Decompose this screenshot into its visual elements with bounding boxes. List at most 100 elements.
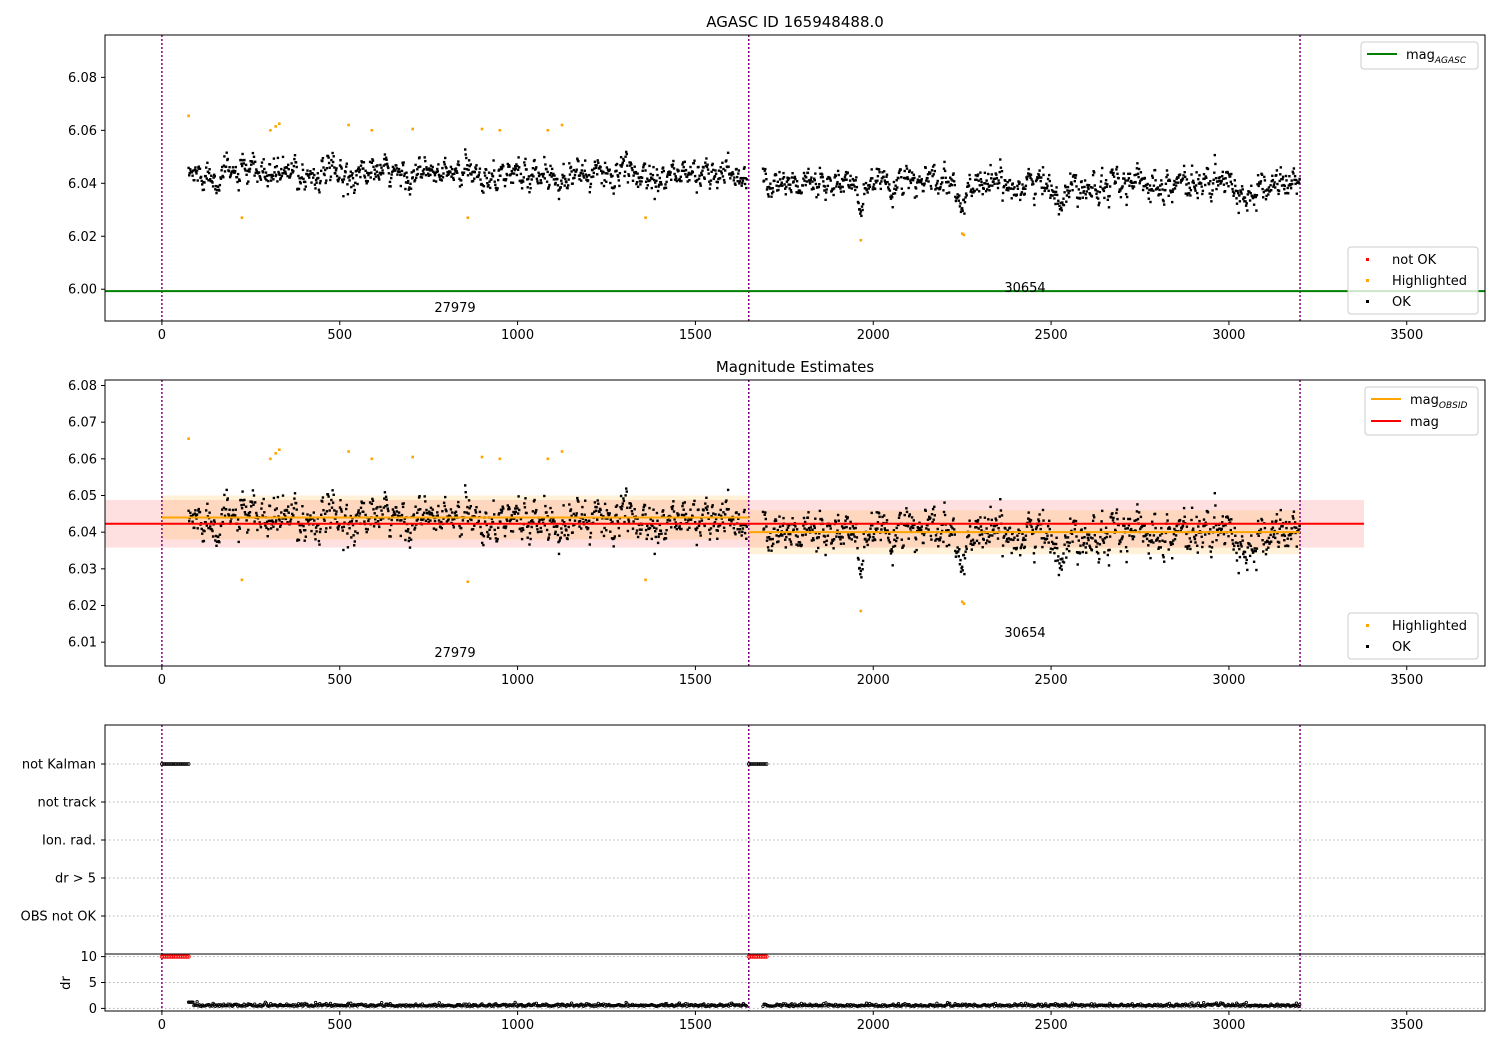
ok-point: [1106, 532, 1109, 535]
ok-point: [384, 156, 388, 159]
ok-point: [350, 185, 353, 189]
ok-point: [699, 531, 702, 534]
ok-point: [1080, 180, 1083, 183]
ok-point: [1179, 529, 1182, 533]
ok-point: [355, 174, 358, 177]
ok-point: [1118, 539, 1121, 542]
ok-point: [1128, 172, 1132, 175]
ok-point: [545, 180, 549, 183]
ok-point: [1125, 560, 1128, 564]
ok-point: [1161, 198, 1165, 202]
ok-point: [933, 163, 936, 167]
ok-point: [962, 553, 966, 557]
ok-point: [859, 210, 863, 213]
ok-point: [710, 170, 713, 173]
ok-point: [404, 181, 408, 184]
ok-point: [621, 505, 624, 508]
flags-plot-area: [105, 725, 1485, 954]
ok-point: [223, 155, 226, 158]
ok-point: [1264, 198, 1268, 201]
ok-point: [246, 169, 249, 173]
ok-point: [672, 510, 676, 513]
ok-point: [259, 178, 263, 181]
ok-point: [520, 187, 524, 190]
ok-point: [592, 171, 595, 175]
ok-point: [281, 155, 285, 159]
ok-point: [858, 208, 861, 211]
ok-point: [432, 170, 435, 173]
ok-point: [367, 173, 370, 177]
ok-point: [1184, 545, 1187, 548]
ok-point: [370, 502, 373, 505]
ok-point: [618, 534, 621, 537]
ok-point: [363, 174, 366, 177]
ok-point: [708, 180, 711, 183]
ok-point: [665, 180, 668, 184]
ok-point: [1111, 168, 1114, 171]
highlighted-point: [187, 437, 190, 440]
ok-point: [454, 167, 458, 170]
ok-point: [293, 492, 297, 495]
ok-point: [381, 169, 384, 172]
ok-point: [935, 182, 939, 185]
ok-point: [1077, 188, 1080, 191]
ok-point: [445, 509, 448, 513]
ok-point: [521, 527, 524, 530]
highlighted-point: [546, 457, 550, 461]
ok-point: [235, 176, 239, 179]
ok-point: [558, 539, 561, 542]
ok-point: [974, 174, 977, 177]
ok-point: [836, 169, 840, 173]
y-tick-label: 6.02: [68, 599, 97, 614]
ok-point: [552, 178, 556, 181]
ok-point: [464, 484, 467, 487]
panel1-axes-frame: [104, 34, 1486, 322]
ok-point: [963, 557, 967, 560]
ok-point: [312, 176, 315, 179]
ok-point: [1051, 548, 1054, 551]
ok-point: [854, 179, 857, 182]
ok-point: [585, 526, 588, 529]
ok-point: [1258, 529, 1261, 533]
highlighted-point: [187, 114, 190, 118]
ok-point: [517, 156, 520, 159]
ok-point: [468, 507, 471, 510]
ok-point: [911, 177, 914, 180]
ok-point: [556, 177, 559, 181]
ok-point: [546, 515, 549, 518]
ok-point: [1092, 514, 1095, 517]
ok-point: [1056, 559, 1059, 562]
ok-point: [1038, 513, 1041, 516]
ok-point: [714, 172, 718, 175]
ok-point: [878, 171, 881, 174]
ok-point: [375, 507, 378, 510]
ok-point: [1292, 172, 1295, 175]
ok-point: [360, 501, 364, 505]
ok-point: [976, 174, 979, 178]
ok-point: [981, 546, 984, 549]
ok-point: [1289, 537, 1293, 541]
ok-point: [853, 185, 856, 188]
ok-point: [329, 526, 332, 529]
ok-point: [999, 509, 1003, 512]
ok-point: [967, 534, 971, 537]
ok-point: [482, 185, 486, 188]
ok-point: [948, 184, 951, 188]
ok-point: [1041, 545, 1044, 549]
ok-point: [1185, 183, 1188, 186]
ok-point: [434, 528, 438, 531]
ok-point: [443, 163, 446, 166]
ok-point: [1297, 182, 1301, 185]
ok-point: [745, 537, 748, 540]
ok-point: [963, 572, 966, 576]
ok-point: [670, 526, 673, 529]
ok-point: [1117, 523, 1120, 527]
ok-point: [1001, 191, 1005, 195]
ok-point: [231, 166, 235, 169]
ok-point: [1224, 524, 1227, 527]
ok-point: [238, 525, 241, 529]
ok-point: [1208, 192, 1211, 195]
ok-point: [303, 539, 306, 542]
x-tick-label: 2500: [1035, 673, 1068, 688]
ok-point: [947, 191, 951, 194]
